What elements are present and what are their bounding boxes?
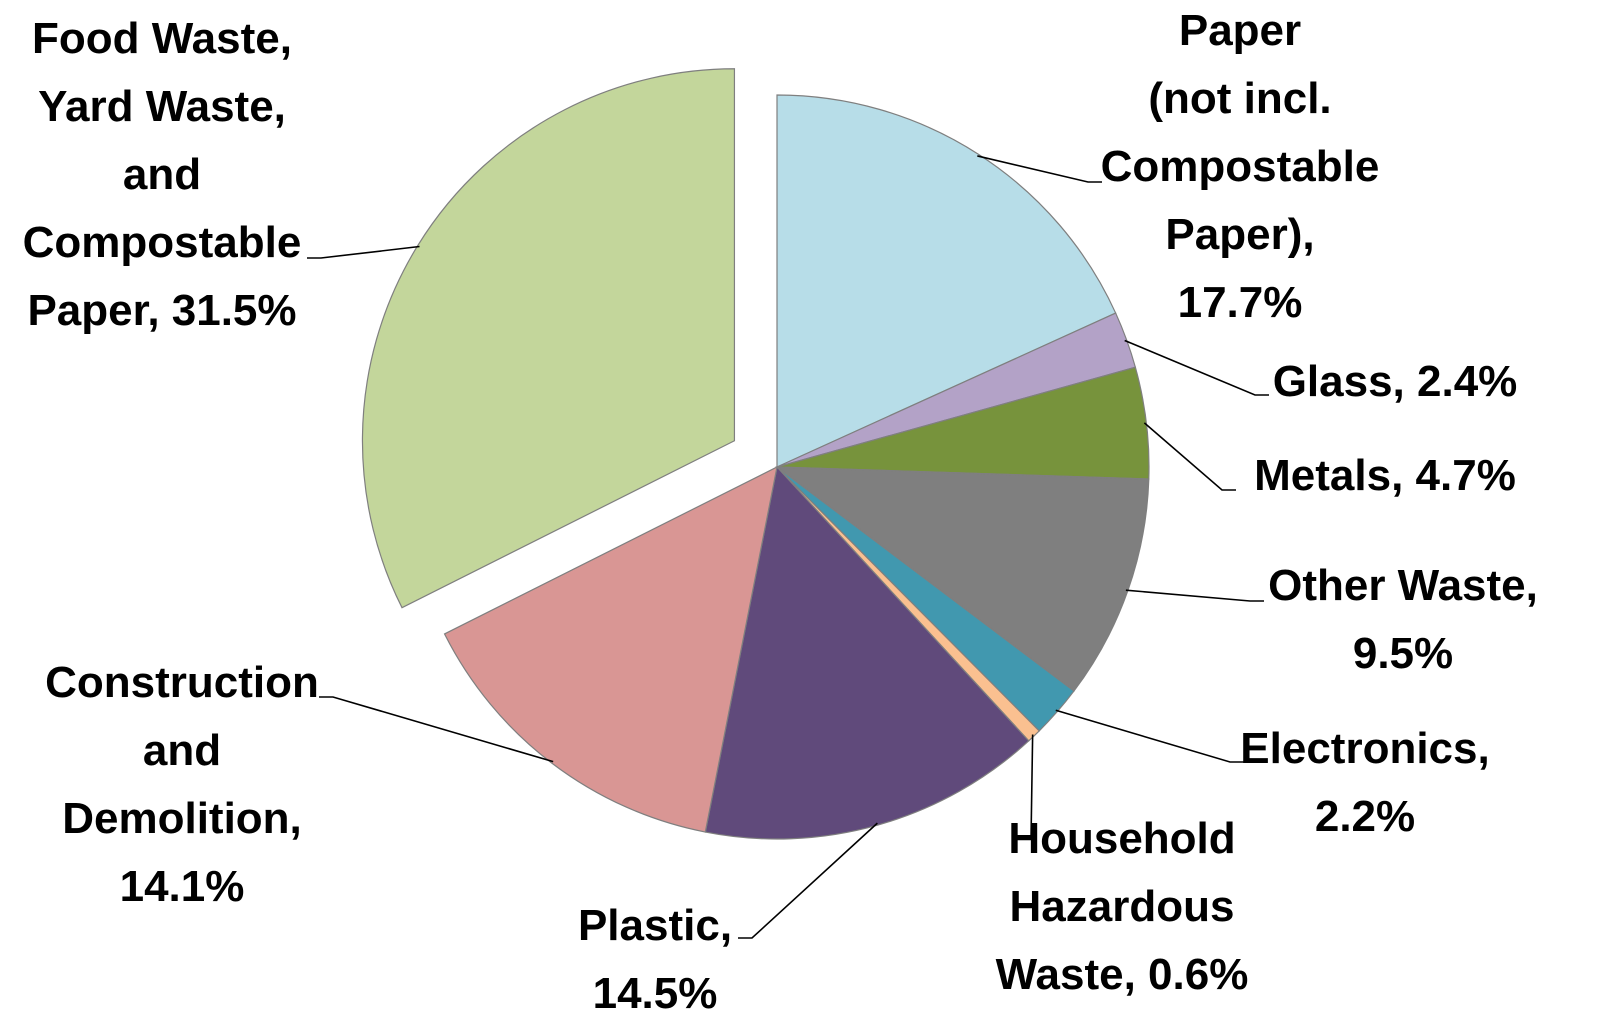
slice-label-plastic: Plastic, 14.5% (578, 901, 732, 1018)
slice-labels: Paper (not incl. Compostable Paper), 17.7% Gl… (23, 6, 1538, 1018)
pie-slices (361, 68, 1150, 840)
slice-label-metals: Metals, 4.7% (1254, 451, 1516, 500)
slice-label-other-waste: Other Waste, 9.5% (1268, 561, 1538, 678)
pie-slice-paper-not-incl-compostable-paper (776, 94, 1117, 468)
slice-label-paper-not-incl-compostable-paper: Paper (not incl. Compostable Paper), 17.7% (1101, 6, 1380, 327)
leader-line-plastic (738, 822, 878, 939)
slice-label-household-hazardous-waste: Household Hazardous Waste, 0.6% (996, 814, 1249, 999)
slice-label-construction-and-demolition: Construction and Demolition, 14.1% (45, 658, 319, 911)
leader-line-electronics (1055, 709, 1244, 763)
leader-line-metals (1143, 422, 1236, 491)
leader-line-paper-not-incl-compostable-paper (977, 155, 1102, 183)
slice-label-glass: Glass, 2.4% (1273, 357, 1518, 406)
pie-slice-plastic (704, 465, 1030, 840)
leader-line-household-hazardous-waste (1030, 734, 1034, 841)
pie-slice-construction-and-demolition (443, 465, 778, 833)
leader-lines (307, 155, 1269, 939)
leader-line-construction-and-demolition (319, 696, 554, 763)
leader-line-other-waste (1125, 589, 1264, 602)
leader-line-food-waste-yard-waste-and-compostable-paper (307, 245, 420, 259)
slice-label-electronics: Electronics, 2.2% (1240, 724, 1489, 841)
leader-line-glass (1124, 339, 1269, 396)
pie-slice-food-waste-yard-waste-and-compostable-paper (361, 68, 736, 609)
slice-label-food-waste-yard-waste-and-compostable-paper: Food Waste, Yard Waste, and Compostable Pape… (23, 14, 302, 335)
